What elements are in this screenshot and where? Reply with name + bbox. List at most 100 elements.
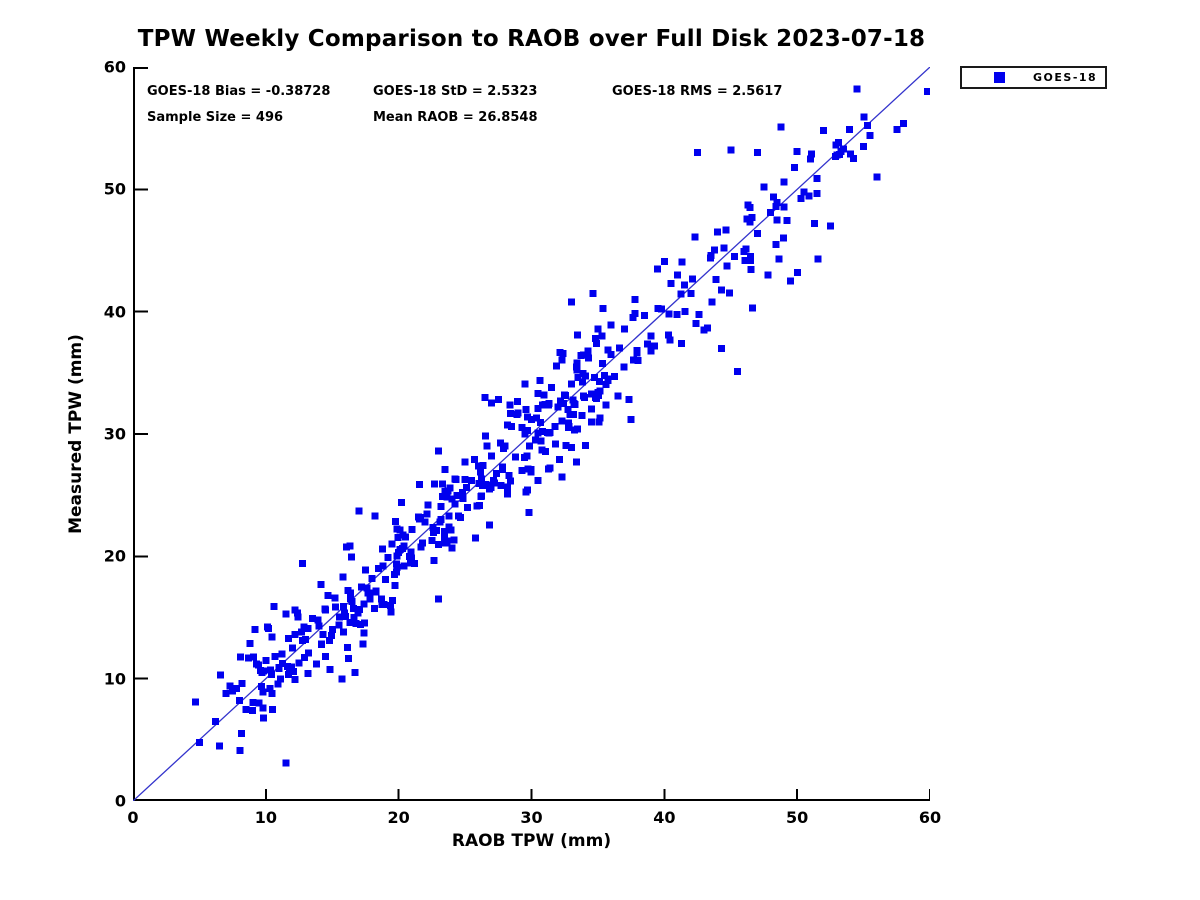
scatter-point — [797, 194, 805, 202]
scatter-point — [604, 346, 612, 354]
scatter-point — [764, 271, 772, 279]
scatter-point — [634, 357, 642, 365]
scatter-point — [421, 518, 429, 526]
scatter-point — [893, 125, 901, 133]
scatter-point — [226, 682, 234, 690]
scatter-point — [580, 392, 588, 400]
scatter-point — [689, 275, 697, 283]
scatter-point — [708, 298, 716, 306]
scatter-point — [775, 255, 783, 263]
stat-rms: GOES-18 RMS = 2.5617 — [612, 84, 783, 99]
scatter-point — [589, 289, 597, 297]
scatter-point — [326, 666, 334, 674]
scatter-point — [391, 581, 399, 589]
scatter-point — [299, 636, 307, 644]
scatter-point — [283, 662, 291, 670]
scatter-point — [442, 539, 450, 547]
scatter-point — [505, 472, 513, 480]
scatter-point — [355, 606, 363, 614]
scatter-point — [441, 528, 449, 536]
x-tick-label: 0 — [127, 808, 139, 827]
scatter-point — [368, 574, 376, 582]
scatter-point — [277, 675, 285, 683]
scatter-point — [360, 619, 368, 627]
scatter-point — [596, 387, 604, 395]
chart-title: TPW Weekly Comparison to RAOB over Full … — [137, 26, 926, 52]
scatter-point — [345, 654, 353, 662]
scatter-point — [294, 609, 302, 617]
y-tick-label: 20 — [103, 546, 126, 566]
scatter-point — [461, 458, 469, 466]
scatter-point — [718, 286, 726, 294]
scatter-point — [351, 669, 359, 677]
scatter-point — [259, 714, 267, 722]
scatter-point — [304, 624, 312, 632]
scatter-point — [794, 269, 802, 277]
scatter-point — [691, 233, 699, 241]
scatter-point — [347, 594, 355, 602]
x-tick-label: 20 — [387, 808, 410, 827]
y-tick-label: 30 — [103, 424, 126, 444]
scatter-point — [506, 401, 514, 409]
scatter-point — [753, 229, 761, 237]
stat-bias: GOES-18 Bias = -0.38728 — [147, 84, 331, 99]
scatter-point — [392, 568, 400, 576]
scatter-point — [487, 483, 495, 491]
scatter-point — [428, 536, 436, 544]
scatter-point — [453, 492, 461, 500]
scatter-point — [814, 255, 822, 263]
scatter-point — [695, 311, 703, 319]
scatter-point — [262, 656, 270, 664]
scatter-point — [520, 453, 528, 461]
scatter-point — [482, 432, 490, 440]
scatter-point — [338, 675, 346, 683]
scatter-point — [448, 544, 456, 552]
scatter-point — [866, 132, 874, 140]
scatter-point — [317, 581, 325, 589]
scatter-point — [260, 667, 268, 675]
scatter-point — [288, 663, 296, 671]
scatter-point — [217, 671, 225, 679]
scatter-point — [381, 576, 389, 584]
scatter-point — [845, 125, 853, 133]
scatter-point — [268, 633, 276, 641]
scatter-point — [534, 429, 542, 437]
scatter-point — [379, 545, 387, 553]
scatter-point — [251, 626, 259, 634]
scatter-point — [712, 275, 720, 283]
scatter-point — [462, 483, 470, 491]
scatter-point — [479, 462, 487, 470]
scatter-point — [257, 683, 265, 691]
scatter-point — [394, 533, 402, 541]
scatter-point — [500, 444, 508, 452]
scatter-point — [633, 349, 641, 357]
scatter-point — [357, 620, 365, 628]
scatter-point — [704, 324, 712, 332]
scatter-point — [387, 601, 395, 609]
x-tick-label: 60 — [918, 808, 942, 827]
scatter-point — [518, 423, 526, 431]
scatter-point — [666, 336, 674, 344]
scatter-point — [521, 380, 529, 388]
scatter-point — [282, 759, 290, 767]
scatter-point — [569, 396, 577, 404]
scatter-point — [660, 258, 668, 266]
scatter-point — [236, 746, 244, 754]
scatter-point — [436, 518, 444, 526]
scatter-point — [506, 409, 514, 417]
scatter-point — [598, 332, 606, 340]
scatter-point — [408, 525, 416, 533]
scatter-point — [372, 587, 380, 595]
legend-label: GOES-18 — [1033, 71, 1098, 84]
scatter-point — [195, 738, 203, 746]
scatter-point — [249, 706, 257, 714]
scatter-point — [588, 390, 596, 398]
scatter-point — [826, 222, 834, 230]
y-axis-title: Measured TPW (mm) — [66, 334, 86, 534]
scatter-point — [255, 661, 263, 669]
scatter-point — [400, 542, 408, 550]
scatter-point — [541, 448, 549, 456]
scatter-point — [488, 452, 496, 460]
scatter-point — [571, 400, 579, 408]
